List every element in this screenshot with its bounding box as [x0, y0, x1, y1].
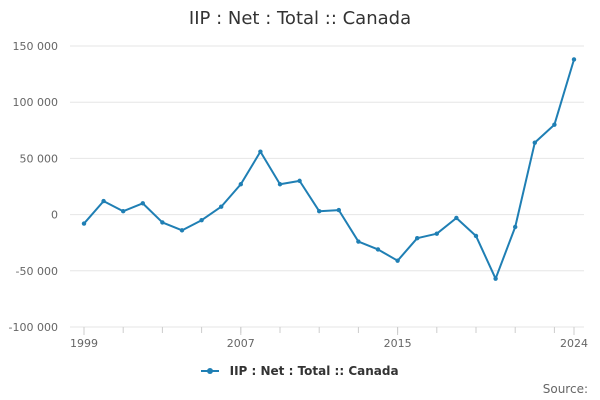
- x-tick-label: 1999: [70, 337, 98, 350]
- data-point: [415, 236, 420, 241]
- y-tick-label: 50 000: [20, 152, 59, 165]
- data-point: [473, 233, 479, 239]
- data-point: [434, 231, 439, 236]
- data-point: [277, 182, 283, 187]
- y-tick-label: -50 000: [16, 265, 58, 278]
- data-point: [375, 247, 381, 252]
- y-tick-label: -100 000: [9, 321, 58, 334]
- x-tick-label: 2015: [384, 337, 412, 350]
- source-label: Source:: [542, 382, 588, 396]
- series-layer: [81, 57, 577, 281]
- data-point: [395, 258, 400, 263]
- data-point: [454, 215, 459, 221]
- data-point: [317, 209, 322, 214]
- y-tick-label: 0: [51, 209, 58, 222]
- data-point: [356, 239, 361, 244]
- grid-lines: [70, 45, 584, 328]
- data-point: [179, 228, 185, 233]
- data-point: [101, 198, 106, 204]
- chart-title: IIP : Net : Total :: Canada: [188, 8, 412, 29]
- data-point: [219, 204, 224, 209]
- legend[interactable]: IIP : Net : Total :: Canada: [0, 364, 600, 378]
- data-point: [160, 220, 165, 225]
- data-point: [199, 218, 204, 223]
- x-axis: 1999 2007 2015 2024: [70, 327, 588, 350]
- legend-label: IIP : Net : Total :: Canada: [229, 364, 399, 378]
- data-point: [140, 201, 145, 206]
- series-line: [83, 59, 575, 280]
- data-point: [552, 122, 557, 127]
- data-point: [258, 149, 263, 154]
- y-axis-ticks: -100 000 -50 000 0 50 000 100 000 150 000: [9, 40, 58, 334]
- x-tick-label: 2024: [560, 337, 588, 350]
- data-point: [493, 276, 498, 281]
- data-point: [532, 140, 537, 145]
- data-point: [297, 178, 302, 184]
- data-point: [121, 209, 126, 214]
- legend-swatch-icon: [201, 367, 220, 374]
- data-point: [513, 224, 518, 230]
- x-tick-label: 2007: [227, 337, 255, 350]
- data-point: [238, 182, 243, 187]
- data-point: [81, 221, 87, 226]
- data-point: [571, 57, 577, 62]
- data-point: [336, 207, 341, 213]
- y-tick-label: 100 000: [13, 96, 59, 109]
- y-tick-label: 150 000: [13, 40, 59, 53]
